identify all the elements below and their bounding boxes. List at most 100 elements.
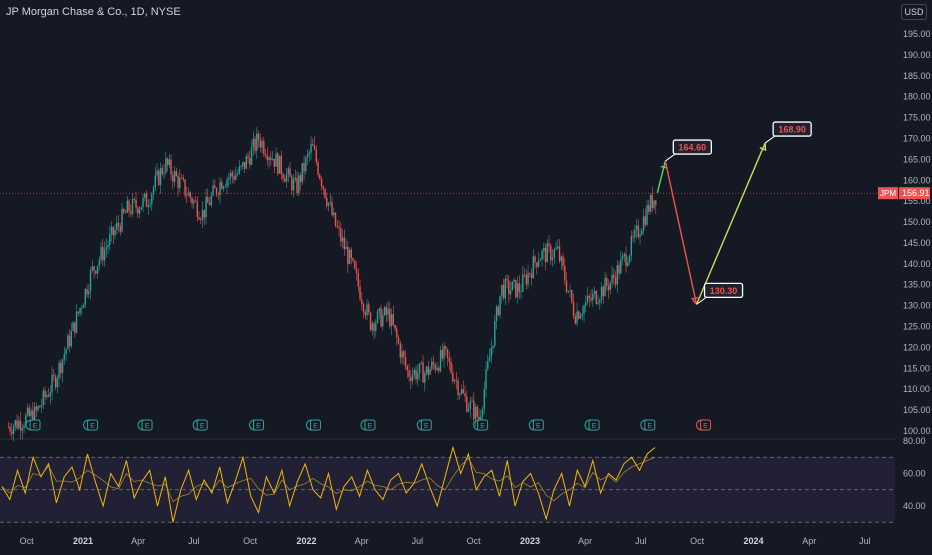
- candle-body: [415, 369, 417, 380]
- earnings-marker-label: E: [647, 423, 652, 430]
- candle-body: [632, 236, 634, 238]
- candle-body: [7, 426, 9, 428]
- candle-body: [441, 349, 443, 359]
- candle-body: [567, 290, 569, 292]
- projection-label: 130.30: [710, 286, 738, 296]
- candle-body: [380, 308, 382, 327]
- candle-body: [508, 280, 510, 295]
- candle-body: [75, 311, 78, 333]
- candle-body: [434, 364, 436, 370]
- earnings-marker-label: E: [703, 423, 708, 430]
- candle-body: [319, 174, 321, 179]
- candle-body: [627, 262, 629, 267]
- candle-body: [235, 174, 237, 180]
- candle-body: [418, 363, 421, 374]
- price-tick-label: 110.00: [903, 384, 930, 394]
- candle-body: [509, 290, 512, 295]
- candle-body: [359, 286, 361, 300]
- candle-body: [446, 349, 449, 359]
- rsi-tick-label: 60.00: [903, 469, 926, 479]
- candle-body: [303, 162, 305, 172]
- candle-body: [159, 168, 162, 186]
- candle-body: [520, 291, 522, 293]
- candle-body: [499, 295, 501, 316]
- time-tick-label: Apr: [355, 536, 369, 546]
- candle-body: [121, 208, 123, 232]
- last-price-value-box: [899, 187, 930, 200]
- candle-body: [516, 283, 519, 298]
- candle-body: [119, 226, 121, 232]
- projection-label: 164.60: [679, 143, 707, 153]
- earnings-marker-box: [700, 419, 712, 431]
- candle-body: [581, 313, 583, 316]
- candle-body: [86, 288, 88, 295]
- candle-body: [529, 273, 531, 274]
- candle-body: [100, 247, 102, 260]
- candle-body: [177, 176, 179, 189]
- candle-body: [436, 367, 438, 370]
- candle-body: [606, 277, 608, 286]
- candle-body: [313, 145, 316, 150]
- candle-body: [217, 194, 219, 195]
- candle-body: [312, 144, 314, 146]
- candle-body: [357, 273, 359, 287]
- candle-body: [103, 249, 106, 261]
- candle-body: [578, 311, 580, 319]
- candle-body: [537, 260, 540, 267]
- candle-body: [320, 178, 323, 187]
- candle-body: [16, 420, 18, 429]
- candle-body: [91, 266, 93, 271]
- candle-body: [203, 209, 205, 218]
- candle-body: [98, 259, 100, 266]
- earnings-marker-box: [477, 419, 489, 431]
- candle-body: [623, 253, 625, 256]
- rsi-tick-label: 40.00: [903, 501, 926, 511]
- candle-body: [595, 290, 597, 304]
- candle-body: [334, 212, 337, 227]
- candle-body: [593, 290, 596, 294]
- candle-body: [268, 157, 270, 161]
- candle-body: [32, 410, 34, 425]
- candle-body: [536, 262, 538, 267]
- candle-body: [44, 390, 46, 398]
- candle-body: [11, 431, 13, 434]
- candle-body: [33, 406, 36, 425]
- candle-body: [182, 177, 184, 180]
- candle-body: [530, 273, 533, 279]
- time-tick-label: Jul: [188, 536, 200, 546]
- time-tick-label: Jul: [412, 536, 424, 546]
- candle-body: [301, 162, 303, 183]
- candle-body: [26, 407, 29, 416]
- candle-body: [266, 156, 268, 161]
- time-tick-label: Jul: [635, 536, 647, 546]
- candle-body: [460, 389, 463, 394]
- candle-body: [621, 255, 624, 260]
- earnings-marker-box: [364, 419, 376, 431]
- candle-body: [63, 354, 65, 360]
- candle-body: [478, 416, 480, 420]
- candle-body: [585, 302, 587, 306]
- candle-body: [630, 236, 632, 256]
- candle-body: [110, 226, 113, 235]
- projection-label-box: [703, 282, 744, 299]
- candle-body: [214, 185, 216, 189]
- candle-body: [361, 299, 363, 305]
- candle-body: [459, 393, 461, 396]
- candle-body: [422, 362, 424, 383]
- candle-body: [284, 178, 286, 182]
- candle-body: [562, 256, 564, 266]
- candle-body: [168, 159, 170, 166]
- time-tick-label: Oct: [243, 536, 258, 546]
- candle-body: [282, 174, 284, 179]
- candle-body: [651, 194, 653, 209]
- currency-button[interactable]: USD: [901, 4, 927, 20]
- candle-body: [616, 265, 618, 285]
- candle-body: [397, 337, 400, 344]
- candle-body: [287, 168, 289, 175]
- candle-body: [128, 200, 130, 212]
- candle-body: [137, 207, 139, 214]
- candle-body: [105, 247, 107, 250]
- earnings-marker-box: [87, 419, 99, 431]
